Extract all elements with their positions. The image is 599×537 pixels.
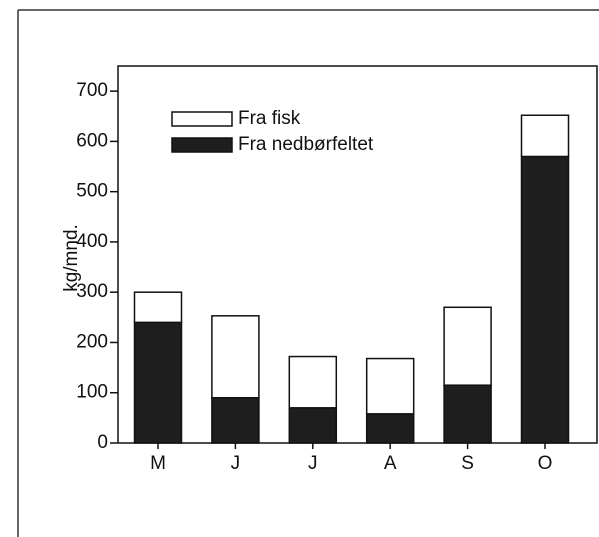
y-tick-label: 0 xyxy=(97,432,108,453)
y-tick-label: 600 xyxy=(76,130,108,151)
x-tick-label: A xyxy=(384,453,397,474)
legend-swatch xyxy=(171,137,233,153)
legend-label: Fra nedbørfeltet xyxy=(238,134,374,155)
y-axis-label: kg/mnd. xyxy=(61,224,82,292)
bar-segment xyxy=(288,355,338,409)
x-tick-label: O xyxy=(538,453,553,474)
bar-segment xyxy=(365,357,415,415)
bar-segment xyxy=(211,397,260,444)
x-tick-label: J xyxy=(308,453,318,474)
y-tick-label: 200 xyxy=(76,331,108,352)
bar-segment xyxy=(443,384,492,444)
legend-label: Fra fisk xyxy=(238,108,301,129)
y-tick-label: 100 xyxy=(76,382,108,403)
bar-segment xyxy=(133,321,183,444)
x-tick-label: M xyxy=(150,453,166,474)
bar-segment xyxy=(288,407,338,444)
x-tick-label: J xyxy=(231,453,241,474)
bar-segment xyxy=(520,114,570,158)
y-tick-label: 500 xyxy=(76,181,108,202)
bar-segment xyxy=(211,315,260,399)
plot-frame xyxy=(117,65,598,444)
x-tick-label: S xyxy=(461,453,474,474)
legend-swatch xyxy=(171,111,233,127)
bar-segment xyxy=(365,413,415,444)
y-tick-label: 700 xyxy=(76,80,108,101)
y-tick-label: 300 xyxy=(76,281,108,302)
bar-segment xyxy=(133,291,183,324)
y-tick-label: 400 xyxy=(76,231,108,252)
bar-segment xyxy=(520,155,570,444)
bar-segment xyxy=(443,306,492,386)
